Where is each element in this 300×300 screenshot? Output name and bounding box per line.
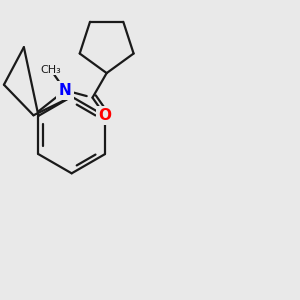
Text: O: O [98, 108, 111, 123]
Text: CH₃: CH₃ [40, 65, 61, 75]
Text: N: N [59, 83, 71, 98]
